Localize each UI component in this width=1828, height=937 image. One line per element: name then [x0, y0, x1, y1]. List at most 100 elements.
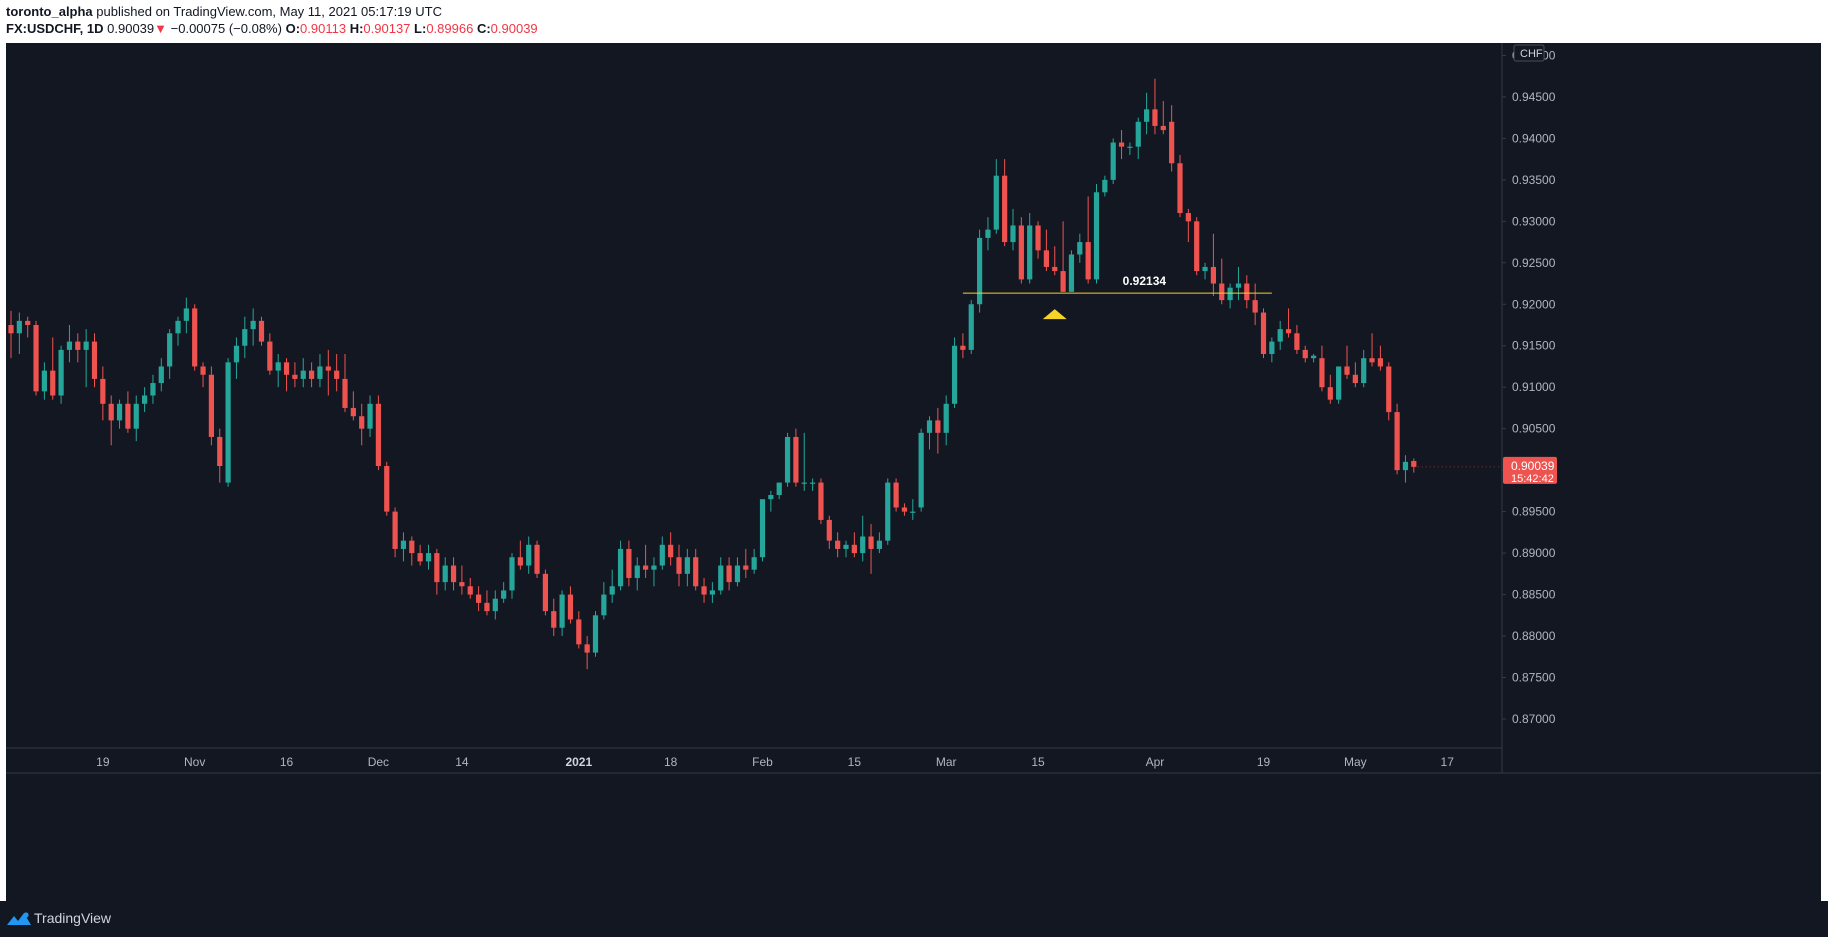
- candle-body: [175, 320, 181, 334]
- candle-body: [1369, 358, 1375, 363]
- candle-body: [1411, 461, 1417, 467]
- candle-body: [325, 366, 331, 371]
- candle-body: [1085, 242, 1091, 280]
- time-tick-label: 14: [455, 755, 469, 769]
- candle-body: [367, 403, 373, 429]
- candle-body: [509, 557, 515, 591]
- candle-body: [58, 349, 64, 396]
- candle-body: [91, 341, 98, 379]
- price-tick-label: 0.91500: [1512, 339, 1556, 353]
- candle-body: [1327, 387, 1333, 400]
- price-change: −0.00075 (−0.08%): [170, 21, 282, 36]
- triangle-up-icon: [1042, 309, 1067, 320]
- support-level-label: 0.92134: [1123, 274, 1167, 288]
- low-value: 0.89966: [426, 21, 474, 36]
- candle-body: [751, 557, 757, 570]
- candle-body: [784, 436, 791, 483]
- candle-body: [643, 565, 649, 570]
- candle-body: [634, 565, 640, 578]
- candle-body: [100, 378, 106, 404]
- candle-body: [985, 229, 991, 238]
- candle-body: [108, 403, 114, 421]
- candle-body: [16, 320, 22, 334]
- candle-body: [601, 594, 607, 616]
- candle-body: [901, 507, 908, 512]
- candle-body: [1394, 412, 1400, 471]
- candle-body: [1269, 341, 1275, 355]
- high-value: 0.90137: [363, 21, 411, 36]
- candle-body: [50, 370, 56, 396]
- candlestick-chart[interactable]: 0.87000 0.87500 0.88000 0.88500 0.89000 0.895…: [6, 43, 1821, 901]
- candle-body: [626, 548, 632, 578]
- candle-body: [943, 403, 949, 433]
- candle-body: [1344, 366, 1350, 375]
- candle-body: [300, 370, 306, 379]
- author-name[interactable]: toronto_alpha: [6, 4, 93, 19]
- candle-body: [217, 436, 223, 466]
- price-tick-label: 0.88500: [1512, 588, 1556, 602]
- candle-body: [826, 519, 832, 541]
- candle-body: [1294, 333, 1300, 350]
- candle-body: [1311, 355, 1317, 359]
- chart-area[interactable]: 0.87000 0.87500 0.88000 0.88500 0.89000 0.895…: [6, 43, 1821, 901]
- candle-body: [476, 594, 482, 603]
- time-tick-label: Apr: [1146, 755, 1165, 769]
- tradingview-logo-icon[interactable]: [6, 911, 32, 927]
- candle-body: [885, 482, 891, 541]
- candle-body: [651, 565, 657, 570]
- price-tick-label: 0.93500: [1512, 173, 1556, 187]
- tradingview-brand[interactable]: TradingView: [34, 910, 112, 926]
- candle-body: [442, 565, 448, 583]
- time-tick-label: Dec: [368, 755, 389, 769]
- candle-body: [250, 320, 256, 330]
- publish-info: toronto_alpha published on TradingView.c…: [6, 4, 442, 19]
- candle-body: [617, 548, 624, 587]
- candle-body: [726, 565, 732, 583]
- candle-body: [125, 403, 131, 429]
- candle-body: [592, 615, 599, 653]
- candle-body: [926, 420, 933, 433]
- last-price: 0.90039: [107, 21, 155, 36]
- price-tick-label: 0.94000: [1512, 131, 1556, 145]
- time-tick-label: Feb: [752, 755, 773, 769]
- open-value: 0.90113: [300, 21, 347, 36]
- candle-body: [559, 594, 565, 628]
- candle-body: [1102, 179, 1108, 193]
- countdown-label: 15:42:42: [1511, 473, 1554, 485]
- candle-body: [492, 598, 498, 612]
- candle-body: [1244, 283, 1250, 301]
- candle-body: [1352, 374, 1358, 384]
- candle-body: [776, 482, 782, 496]
- candle-body: [951, 345, 958, 404]
- ohlc-legend: FX:USDCHF, 1D 0.90039▼ −0.00075 (−0.08%)…: [6, 21, 538, 36]
- price-tick-label: 0.91000: [1512, 380, 1556, 394]
- candle-body: [567, 594, 574, 620]
- candle-body: [743, 565, 749, 570]
- candle-body: [935, 420, 941, 433]
- candle-body: [1160, 125, 1166, 131]
- candle-body: [659, 544, 665, 566]
- candle-body: [1185, 213, 1191, 222]
- candle-body: [1002, 175, 1008, 243]
- candle-body: [158, 366, 164, 384]
- price-tick-label: 0.92500: [1512, 256, 1556, 270]
- time-tick-label: Nov: [184, 755, 205, 769]
- candle-body: [133, 403, 139, 429]
- candle-body: [668, 544, 674, 558]
- candle-body: [701, 586, 707, 595]
- last-price-badge: [1503, 456, 1557, 484]
- price-tick-label: 0.92000: [1512, 297, 1556, 311]
- candle-body: [960, 345, 966, 350]
- candle-body: [1035, 225, 1041, 251]
- candle-body: [66, 341, 73, 350]
- candle-body: [1010, 225, 1016, 243]
- candle-body: [267, 341, 273, 371]
- candle-body: [684, 557, 690, 574]
- candle-body: [1127, 146, 1133, 148]
- published-text: published on TradingView.com, May 11, 20…: [96, 4, 442, 19]
- candle-body: [258, 320, 265, 342]
- candle-body: [551, 611, 557, 628]
- candle-body: [1169, 121, 1175, 164]
- down-arrow-icon: ▼: [154, 21, 168, 36]
- candle-body: [309, 370, 315, 379]
